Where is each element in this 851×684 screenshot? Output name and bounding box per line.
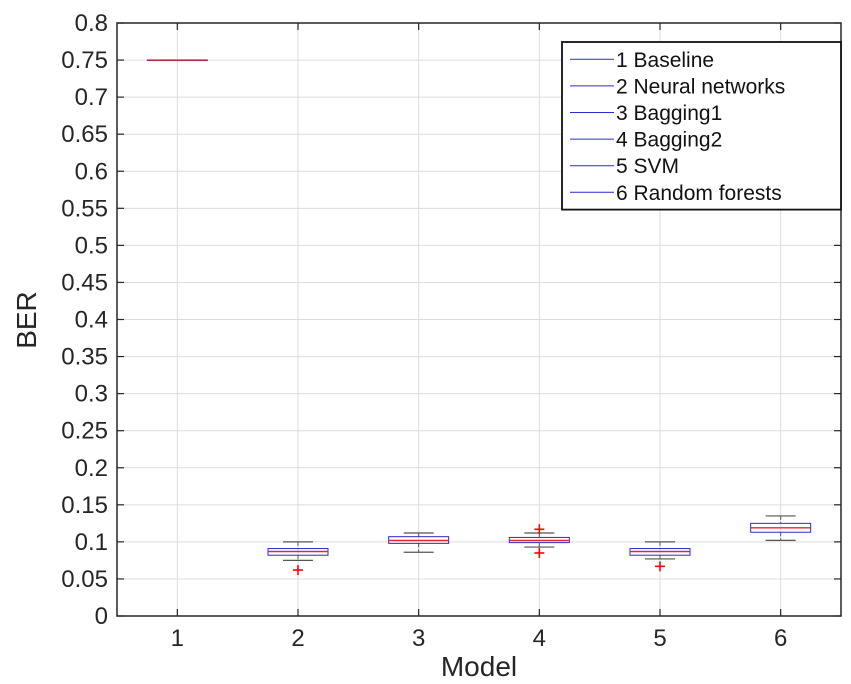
outlier-marker	[655, 561, 665, 572]
y-axis-title: BER	[11, 291, 42, 349]
y-tick-label: 0.45	[61, 269, 108, 296]
x-tick-label: 2	[291, 625, 304, 652]
box-5	[629, 541, 691, 572]
outlier-marker	[534, 524, 545, 535]
x-axis-ticks: 1 2 3 4 5 6	[171, 23, 787, 652]
outlier-marker	[534, 547, 545, 558]
y-tick-label: 0.6	[75, 158, 108, 185]
y-tick-label: 0	[95, 603, 108, 630]
legend-label: 6 Random forests	[616, 182, 782, 205]
x-tick-label: 1	[171, 625, 184, 652]
y-tick-label: 0.5	[75, 232, 108, 259]
box-6	[750, 515, 812, 541]
y-tick-label: 0.65	[61, 121, 108, 148]
y-tick-label: 0.8	[75, 10, 108, 37]
x-axis-title: Model	[441, 651, 517, 682]
x-tick-label: 3	[412, 625, 425, 652]
y-tick-label: 0.35	[61, 344, 108, 371]
y-tick-label: 0.2	[75, 455, 108, 482]
y-tick-label: 0.75	[61, 47, 108, 74]
legend-box	[561, 41, 842, 211]
legend-label: 3 Bagging1	[616, 102, 722, 125]
y-tick-label: 0.05	[61, 566, 108, 593]
y-axis-ticks: 0 0.05 0.1 0.15 0.2 0.25 0.3 0.35 0.4 0.45 0.5 0.55…	[61, 10, 841, 630]
box-series	[146, 59, 812, 576]
legend-label: 4 Bagging2	[616, 129, 722, 152]
grid-lines	[117, 22, 841, 617]
box-1	[146, 59, 208, 62]
legend-label: 1 Baseline	[616, 49, 714, 72]
box-2	[267, 541, 329, 576]
y-tick-label: 0.4	[75, 307, 108, 334]
outlier-marker	[293, 565, 303, 576]
y-tick-label: 0.3	[75, 381, 108, 408]
y-tick-label: 0.1	[75, 529, 108, 556]
y-tick-label: 0.7	[75, 84, 108, 111]
legend-label: 2 Neural networks	[616, 75, 785, 98]
x-tick-label: 4	[533, 625, 546, 652]
y-tick-label: 0.15	[61, 492, 108, 519]
legend: 1 Baseline 2 Neural networks 3 Bagging1 4 B…	[561, 41, 842, 211]
box-4	[508, 524, 570, 558]
x-tick-label: 5	[653, 625, 666, 652]
box-3	[388, 532, 450, 553]
y-tick-label: 0.55	[61, 195, 108, 222]
legend-label: 5 SVM	[616, 155, 679, 178]
y-tick-label: 0.25	[61, 418, 108, 445]
x-tick-label: 6	[774, 625, 787, 652]
